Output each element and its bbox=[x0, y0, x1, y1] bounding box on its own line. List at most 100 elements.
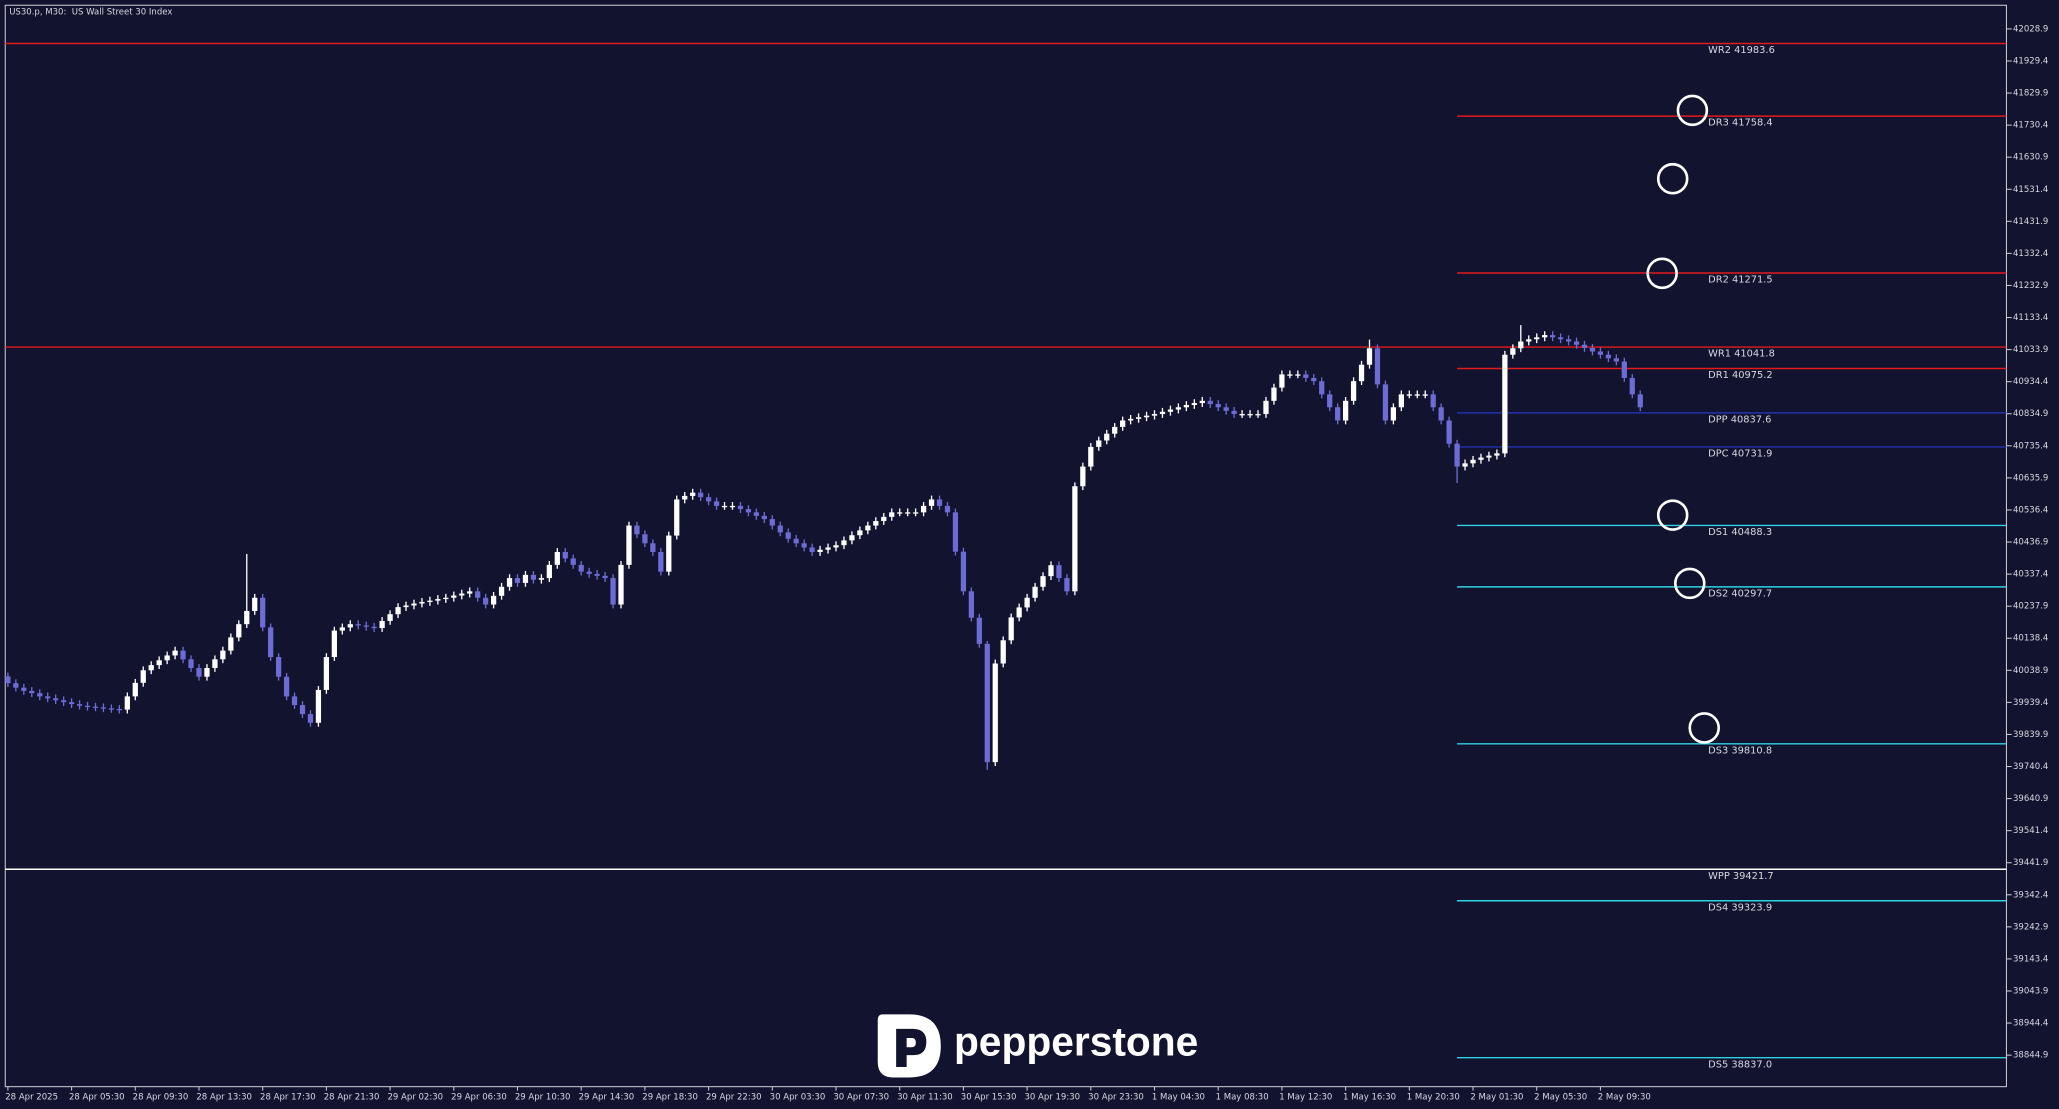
candle-body bbox=[172, 650, 178, 656]
candle-body bbox=[5, 676, 11, 684]
candle-body bbox=[331, 630, 337, 658]
candle-body bbox=[1327, 394, 1333, 408]
x-tick-label: 1 May 16:30 bbox=[1343, 1093, 1396, 1103]
x-tick-label: 29 Apr 06:30 bbox=[451, 1093, 507, 1103]
logo-mark bbox=[896, 1028, 927, 1067]
candle-body bbox=[1518, 341, 1524, 349]
y-tick-label: 40834.9 bbox=[2013, 409, 2048, 419]
candle-body bbox=[666, 535, 672, 572]
candle-body bbox=[897, 512, 903, 514]
candle-body bbox=[1032, 586, 1038, 598]
y-tick-label: 40536.4 bbox=[2013, 505, 2048, 515]
candle-body bbox=[992, 663, 998, 763]
candle-body bbox=[777, 525, 783, 533]
candle-body bbox=[21, 687, 27, 691]
candle-body bbox=[1486, 455, 1492, 458]
x-tick-label: 2 May 09:30 bbox=[1598, 1093, 1651, 1103]
annotation-circle bbox=[1656, 162, 1689, 195]
level-label: DS3 39810.8 bbox=[1708, 745, 1772, 756]
candle-body bbox=[1263, 400, 1269, 415]
candle-body bbox=[1550, 335, 1556, 338]
logo: pepperstone bbox=[877, 1014, 1198, 1078]
candle-body bbox=[530, 574, 537, 580]
y-tick-label: 40038.9 bbox=[2013, 666, 2048, 676]
candle-body bbox=[1454, 443, 1460, 467]
candle-body bbox=[1008, 617, 1014, 641]
candle-body bbox=[275, 657, 282, 677]
candle-body bbox=[45, 696, 51, 699]
candle-body bbox=[546, 564, 552, 579]
candle-body bbox=[873, 521, 879, 526]
candle-body bbox=[1303, 374, 1309, 378]
candle-body bbox=[1319, 381, 1325, 395]
candle-body bbox=[140, 670, 146, 683]
candle-body bbox=[729, 505, 736, 508]
level-label: DR1 40975.2 bbox=[1708, 370, 1773, 381]
candle-body bbox=[132, 682, 138, 697]
candle-body bbox=[602, 575, 608, 579]
candle-body bbox=[1430, 394, 1436, 408]
y-tick-label: 39342.4 bbox=[2013, 890, 2048, 900]
level-label: DS5 38837.0 bbox=[1708, 1059, 1772, 1070]
candle-body bbox=[1390, 407, 1397, 421]
candle-body bbox=[690, 492, 696, 496]
candle-body bbox=[299, 705, 306, 715]
x-tick-label: 28 Apr 09:30 bbox=[133, 1093, 189, 1103]
candle-body bbox=[745, 509, 752, 513]
candle-body bbox=[1159, 411, 1166, 415]
x-tick-label: 29 Apr 14:30 bbox=[579, 1093, 635, 1103]
x-tick-label: 28 Apr 2025 bbox=[5, 1093, 58, 1103]
candle-body bbox=[1143, 415, 1150, 418]
x-tick-label: 30 Apr 11:30 bbox=[897, 1093, 953, 1103]
candle-body bbox=[968, 591, 974, 618]
candle-body bbox=[658, 551, 664, 572]
candle-body bbox=[1526, 339, 1532, 342]
candle-body bbox=[156, 660, 162, 666]
candle-body bbox=[1358, 364, 1365, 382]
candle-body bbox=[1406, 394, 1412, 396]
x-tick-label: 30 Apr 23:30 bbox=[1088, 1093, 1144, 1103]
y-tick-label: 41133.4 bbox=[2013, 313, 2048, 323]
candle-body bbox=[76, 704, 83, 706]
y-tick-label: 39839.9 bbox=[2013, 730, 2048, 740]
candle-body bbox=[1366, 348, 1373, 365]
candle-body bbox=[1104, 433, 1110, 441]
candle-body bbox=[371, 626, 377, 629]
candle-body bbox=[1494, 453, 1500, 456]
candle-body bbox=[291, 696, 298, 706]
y-tick-label: 40635.9 bbox=[2013, 473, 2048, 483]
level-label: DPC 40731.9 bbox=[1708, 449, 1772, 460]
candle-body bbox=[1478, 457, 1484, 460]
y-tick-label: 41531.4 bbox=[2013, 185, 2048, 195]
candle-body bbox=[1151, 414, 1158, 416]
candle-body bbox=[411, 603, 417, 606]
candle-body bbox=[379, 620, 385, 629]
candle-body bbox=[1621, 361, 1627, 378]
candle-body bbox=[514, 578, 521, 583]
candle-body bbox=[188, 659, 194, 669]
y-tick-label: 40237.9 bbox=[2013, 602, 2048, 612]
y-tick-label: 40337.4 bbox=[2013, 570, 2048, 580]
candle-body bbox=[84, 705, 91, 708]
candle-body bbox=[1064, 578, 1070, 592]
candle-body bbox=[1040, 576, 1046, 587]
x-tick-label: 28 Apr 05:30 bbox=[69, 1093, 125, 1103]
candle-body bbox=[315, 689, 322, 723]
candle-body bbox=[976, 617, 982, 644]
candle-body bbox=[960, 551, 967, 592]
candle-body bbox=[825, 547, 831, 550]
candle-body bbox=[1048, 565, 1054, 577]
candle-body bbox=[467, 591, 473, 594]
candle-body bbox=[578, 564, 584, 572]
x-tick-label: 30 Apr 15:30 bbox=[961, 1093, 1017, 1103]
candle-body bbox=[252, 597, 258, 611]
x-tick-label: 29 Apr 18:30 bbox=[642, 1093, 698, 1103]
candle-body bbox=[1167, 409, 1174, 412]
candle-body bbox=[355, 624, 361, 626]
annotation-circle bbox=[1688, 712, 1720, 744]
x-tick-label: 1 May 20:30 bbox=[1407, 1093, 1460, 1103]
candle-body bbox=[1135, 417, 1142, 419]
candle-body bbox=[427, 600, 433, 602]
candle-body bbox=[634, 525, 640, 535]
